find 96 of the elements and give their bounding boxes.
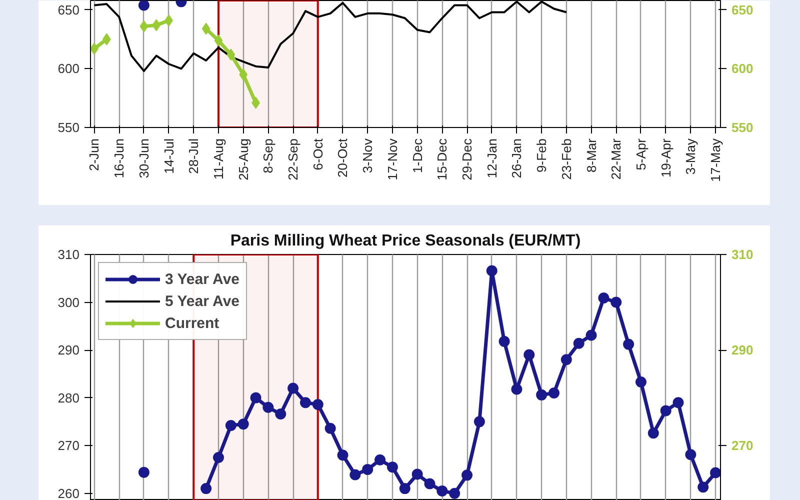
- y-tick-label: 270: [58, 438, 80, 454]
- point: [324, 422, 336, 434]
- point: [300, 397, 311, 408]
- point: [200, 483, 212, 494]
- x-tick-label: 16-Jun: [112, 138, 127, 178]
- y2-tick-label: 270: [732, 438, 754, 454]
- point: [250, 392, 262, 404]
- x-tick-label: 1-Dec: [410, 138, 425, 174]
- point: [449, 488, 460, 499]
- point: [140, 20, 148, 32]
- x-tick-label: 23-Feb: [558, 138, 574, 180]
- point: [474, 416, 485, 428]
- point: [586, 330, 597, 341]
- x-tick-label: 14-Jul: [161, 138, 176, 174]
- point: [685, 449, 696, 460]
- y-tick-label: 650: [58, 2, 80, 18]
- point: [350, 469, 361, 480]
- x-tick-label: 8-Sep: [260, 138, 276, 174]
- point: [598, 292, 610, 304]
- point: [498, 336, 510, 347]
- point: [337, 450, 348, 461]
- x-tick-label: 25-Aug: [236, 138, 251, 180]
- point: [239, 68, 248, 81]
- point: [672, 397, 684, 408]
- x-tick-label: 17-May: [708, 138, 724, 182]
- x-tick-label: 26-Jan: [509, 138, 524, 178]
- point: [288, 382, 299, 394]
- point: [635, 376, 646, 388]
- y-tick-label: 550: [58, 120, 80, 135]
- point: [698, 482, 709, 493]
- point: [412, 468, 423, 480]
- point: [312, 399, 324, 410]
- point: [152, 19, 161, 32]
- x-tick-label: 3-Nov: [360, 138, 376, 174]
- y-tick-label: 310: [58, 247, 80, 262]
- point: [424, 478, 436, 490]
- point: [238, 418, 249, 430]
- point: [138, 0, 150, 11]
- point: [362, 464, 374, 475]
- legend-label: 3 Year Ave: [165, 270, 240, 288]
- point: [511, 384, 522, 395]
- chart-title: Paris Milling Wheat Price Seasonals (EUR/MT): [230, 232, 581, 250]
- point: [374, 454, 386, 466]
- x-tick-label: 28-Jul: [186, 138, 202, 174]
- y2-tick-label: 650: [732, 2, 754, 18]
- y2-tick-label: 310: [732, 247, 754, 262]
- point: [524, 349, 535, 360]
- point: [386, 462, 398, 473]
- point: [573, 338, 584, 349]
- legend-label: Current: [165, 314, 220, 332]
- x-tick-label: 11-Aug: [210, 138, 226, 180]
- x-tick-label: 8-Mar: [584, 138, 599, 172]
- point: [226, 48, 236, 61]
- point: [214, 34, 223, 46]
- y-tick-label: 290: [58, 342, 80, 358]
- point: [262, 402, 274, 413]
- x-tick-label: 15-Dec: [434, 138, 450, 180]
- x-tick-label: 29-Dec: [460, 138, 475, 180]
- x-tick-label: 22-Mar: [608, 138, 624, 180]
- x-tick-label: 9-Feb: [534, 138, 550, 172]
- y-tick-label: 300: [58, 294, 80, 310]
- y2-tick-label: 600: [732, 61, 754, 76]
- point: [648, 428, 659, 439]
- x-tick-label: 3-May: [683, 138, 698, 175]
- x-tick-label: 5-Apr: [633, 138, 648, 170]
- x-tick-label: 6-Oct: [310, 138, 326, 170]
- y-tick-label: 260: [58, 486, 80, 500]
- x-tick-label: 19-Apr: [658, 138, 674, 178]
- x-tick-label: 30-Jun: [136, 138, 152, 178]
- y2-tick-label: 290: [732, 342, 754, 358]
- point: [102, 33, 111, 46]
- point: [610, 296, 622, 308]
- y-tick-label: 280: [58, 390, 80, 406]
- point: [275, 408, 286, 420]
- point: [623, 338, 634, 350]
- point: [462, 470, 473, 481]
- point: [202, 22, 210, 35]
- point: [212, 452, 224, 463]
- point: [660, 405, 672, 416]
- y2-tick-label: 550: [732, 120, 754, 135]
- x-tick-label: 22-Sep: [286, 138, 301, 180]
- legend-label: 5 Year Ave: [165, 292, 240, 310]
- point: [138, 466, 150, 478]
- x-tick-label: 12-Jan: [484, 138, 500, 178]
- point: [560, 354, 572, 366]
- point: [399, 483, 410, 494]
- x-tick-label: 17-Nov: [384, 138, 400, 180]
- point: [225, 420, 236, 431]
- point: [486, 265, 498, 276]
- x-tick-label: 2-Jun: [86, 138, 102, 172]
- point: [536, 389, 548, 400]
- x-tick-label: 20-Oct: [335, 138, 350, 178]
- point: [436, 485, 448, 496]
- point: [710, 467, 720, 478]
- y-tick-label: 600: [58, 61, 80, 76]
- point: [548, 388, 560, 399]
